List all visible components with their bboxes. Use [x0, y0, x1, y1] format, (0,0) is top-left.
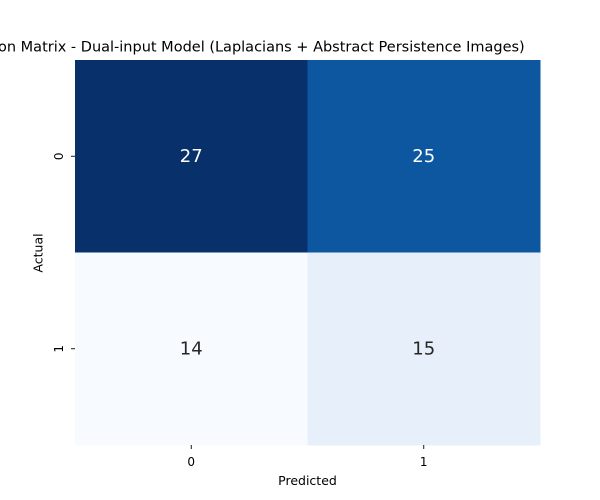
chart-title: on Matrix - Dual-input Model (Laplacians…	[0, 40, 525, 56]
cell-value-r0-c0: 27	[180, 146, 203, 167]
x-tick-label-1: 1	[420, 455, 428, 469]
cell-value-r0-c1: 25	[412, 146, 435, 167]
cell-value-r1-c1: 15	[412, 338, 435, 359]
y-axis-ticks: 01	[52, 152, 75, 353]
x-axis-label: Predicted	[278, 473, 337, 488]
cell-value-r1-c0: 14	[180, 338, 203, 359]
heatmap-cell-r0-c0	[75, 60, 308, 253]
y-axis-label: Actual	[31, 233, 46, 272]
y-tick-label-1: 1	[52, 345, 66, 353]
y-tick-label-0: 0	[52, 152, 66, 160]
heatmap-cell-r1-c1	[307, 252, 541, 446]
heatmap-cells	[75, 60, 541, 446]
heatmap-cell-labels: 27 25 14 15	[180, 146, 435, 360]
heatmap-cell-r1-c0	[75, 252, 308, 446]
x-tick-label-0: 0	[187, 455, 195, 469]
heatmap-cell-r0-c1	[307, 60, 541, 253]
